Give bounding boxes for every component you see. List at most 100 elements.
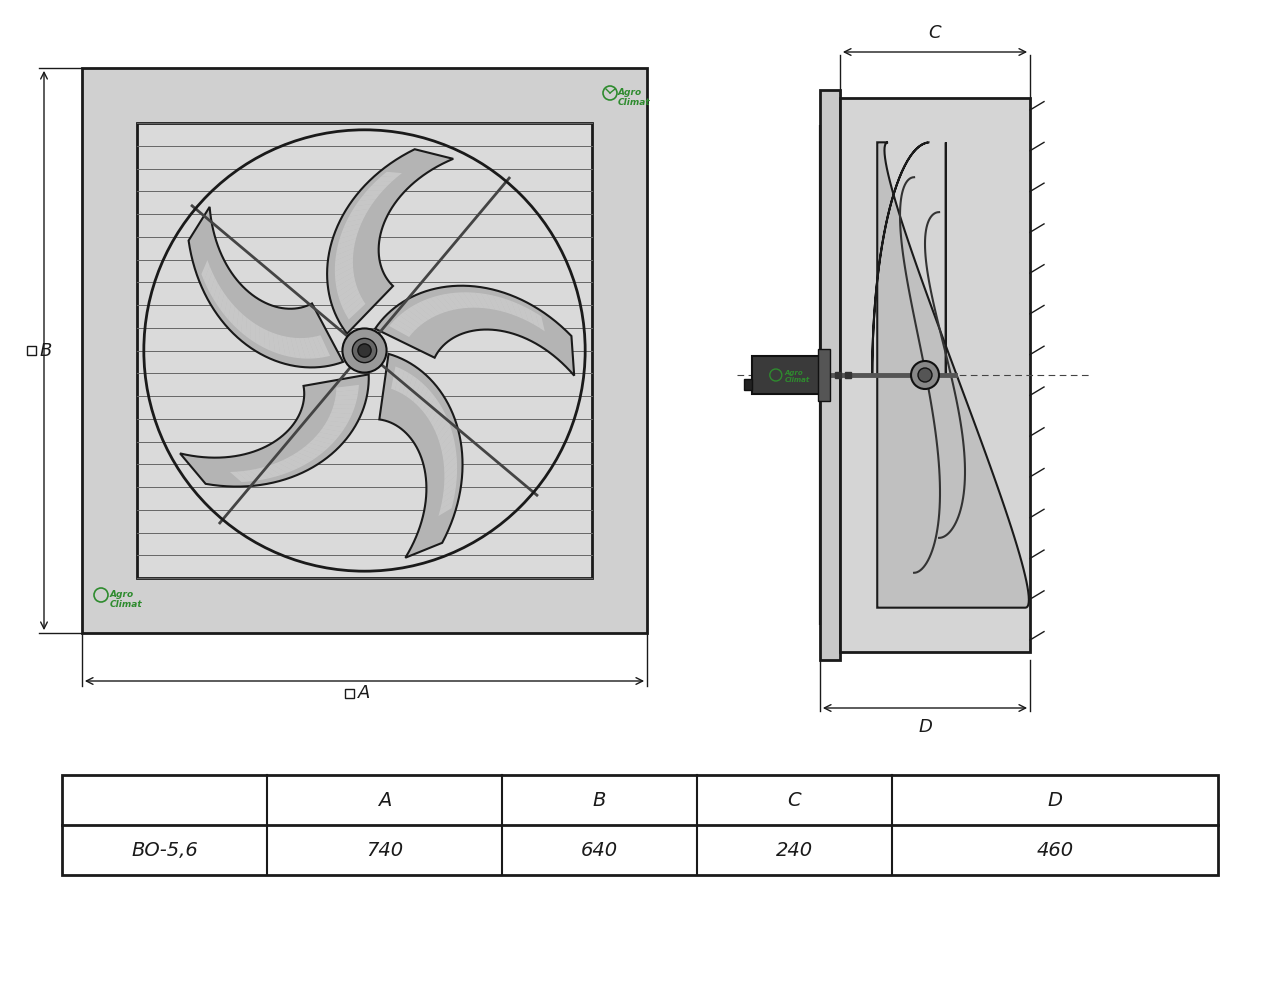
Polygon shape xyxy=(188,206,343,368)
Polygon shape xyxy=(308,337,320,359)
Polygon shape xyxy=(233,307,239,328)
Polygon shape xyxy=(278,460,298,471)
Polygon shape xyxy=(416,385,429,408)
Polygon shape xyxy=(877,143,1029,607)
Polygon shape xyxy=(338,233,357,244)
Bar xyxy=(818,349,829,401)
Polygon shape xyxy=(250,469,269,480)
Polygon shape xyxy=(237,471,255,482)
Polygon shape xyxy=(443,482,457,497)
Polygon shape xyxy=(214,283,221,305)
Polygon shape xyxy=(399,371,408,394)
Polygon shape xyxy=(335,243,355,256)
Polygon shape xyxy=(335,394,358,400)
Polygon shape xyxy=(342,293,361,311)
Polygon shape xyxy=(210,277,218,299)
Polygon shape xyxy=(325,421,348,428)
Circle shape xyxy=(358,344,371,357)
Text: Climat: Climat xyxy=(110,600,142,609)
Text: D: D xyxy=(1047,790,1062,809)
Polygon shape xyxy=(429,401,440,423)
Polygon shape xyxy=(335,389,358,396)
Polygon shape xyxy=(439,427,452,446)
Polygon shape xyxy=(287,336,296,358)
Polygon shape xyxy=(403,310,425,325)
Text: Agro: Agro xyxy=(618,88,643,97)
Polygon shape xyxy=(439,501,453,516)
Polygon shape xyxy=(310,439,332,448)
Polygon shape xyxy=(300,338,311,359)
Polygon shape xyxy=(426,397,438,419)
Polygon shape xyxy=(334,399,357,404)
Polygon shape xyxy=(296,338,306,359)
Polygon shape xyxy=(517,304,529,321)
Polygon shape xyxy=(352,204,372,211)
Polygon shape xyxy=(344,297,364,316)
Polygon shape xyxy=(443,443,456,462)
Polygon shape xyxy=(407,307,428,322)
Polygon shape xyxy=(230,472,248,482)
Polygon shape xyxy=(349,208,369,216)
Polygon shape xyxy=(338,280,356,297)
Polygon shape xyxy=(303,338,316,359)
Polygon shape xyxy=(241,315,247,336)
Text: Agro: Agro xyxy=(110,590,134,599)
Polygon shape xyxy=(442,488,456,503)
Polygon shape xyxy=(535,313,545,331)
Polygon shape xyxy=(463,292,479,308)
Text: B: B xyxy=(40,341,52,360)
Polygon shape xyxy=(435,295,454,311)
Polygon shape xyxy=(335,258,353,271)
Polygon shape xyxy=(524,307,534,324)
Polygon shape xyxy=(499,297,512,315)
Polygon shape xyxy=(425,298,444,314)
Polygon shape xyxy=(486,294,500,311)
Polygon shape xyxy=(291,337,301,359)
Polygon shape xyxy=(328,149,453,333)
Polygon shape xyxy=(376,176,397,182)
Polygon shape xyxy=(340,289,360,307)
Polygon shape xyxy=(273,462,293,473)
Circle shape xyxy=(918,368,932,382)
Text: 240: 240 xyxy=(776,840,813,859)
Polygon shape xyxy=(355,200,375,206)
Polygon shape xyxy=(266,465,287,475)
Polygon shape xyxy=(269,331,275,353)
Polygon shape xyxy=(375,286,575,376)
Polygon shape xyxy=(335,248,355,260)
Polygon shape xyxy=(396,316,417,330)
Polygon shape xyxy=(288,455,310,465)
Polygon shape xyxy=(316,335,330,357)
Text: Agro: Agro xyxy=(785,370,804,376)
Polygon shape xyxy=(389,322,412,337)
Polygon shape xyxy=(421,300,440,316)
Polygon shape xyxy=(224,298,232,319)
Polygon shape xyxy=(431,406,444,428)
Polygon shape xyxy=(393,318,415,334)
Polygon shape xyxy=(444,475,457,492)
Polygon shape xyxy=(337,385,358,392)
Polygon shape xyxy=(335,253,353,266)
Polygon shape xyxy=(416,302,436,318)
Bar xyxy=(61,775,1219,875)
Polygon shape xyxy=(278,334,285,356)
Polygon shape xyxy=(430,296,449,313)
Polygon shape xyxy=(452,293,468,309)
Polygon shape xyxy=(412,304,431,319)
Polygon shape xyxy=(358,195,379,201)
Polygon shape xyxy=(216,288,224,310)
Polygon shape xyxy=(246,318,251,339)
Polygon shape xyxy=(481,293,495,310)
Polygon shape xyxy=(339,285,357,302)
Text: C: C xyxy=(929,24,941,42)
Polygon shape xyxy=(444,468,457,486)
Polygon shape xyxy=(332,409,355,414)
Polygon shape xyxy=(410,378,421,401)
Text: A: A xyxy=(357,684,370,703)
Polygon shape xyxy=(260,326,265,348)
Bar xyxy=(137,123,591,578)
Polygon shape xyxy=(379,354,462,557)
Polygon shape xyxy=(406,376,417,399)
Text: Climat: Climat xyxy=(785,377,810,383)
Bar xyxy=(753,356,820,394)
